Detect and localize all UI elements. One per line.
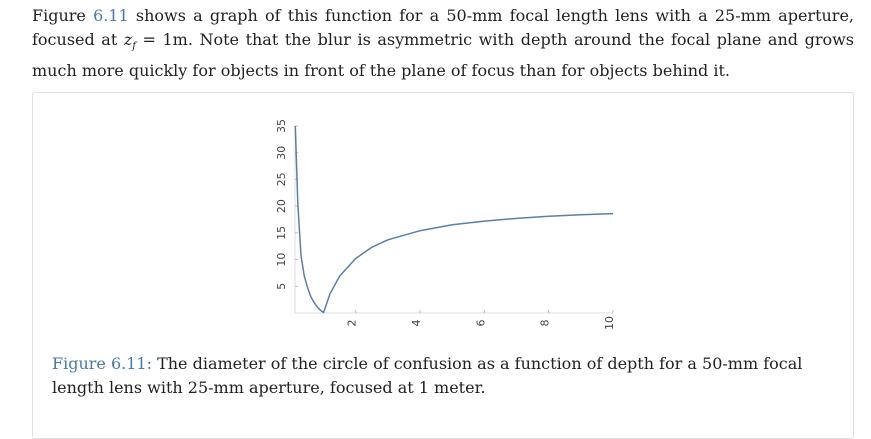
x-tick: 6	[474, 310, 487, 327]
x-tick: 8	[539, 310, 552, 327]
y-tick-label: 15	[275, 226, 288, 240]
y-tick: 10	[275, 253, 298, 267]
chart-axes	[294, 126, 613, 314]
body-paragraph: Figure 6.11 shows a graph of this functi…	[32, 4, 854, 83]
caption-label: Figure 6.11:	[52, 354, 152, 373]
x-tick-label: 6	[474, 320, 487, 327]
chart-series	[294, 125, 614, 314]
x-tick: 2	[346, 310, 359, 327]
x-tick-label: 8	[539, 320, 552, 327]
math-value: = 1m	[135, 30, 188, 49]
para-text-3: . Note that the blur is asymmetric with …	[32, 30, 854, 81]
x-tick-label: 10	[603, 316, 616, 330]
y-tick: 5	[275, 283, 298, 290]
para-text-2: shows a graph of this function for a 50-…	[32, 6, 855, 49]
y-tick: 15	[275, 226, 298, 240]
figure-container: 5 10 15 20 25 30 35 2 4 6 8 10	[32, 92, 854, 439]
x-tick-label: 2	[346, 320, 359, 327]
series-line-0	[294, 125, 614, 314]
x-tick: 4	[410, 310, 423, 327]
blur-depth-chart: 5 10 15 20 25 30 35 2 4 6 8 10	[275, 119, 616, 330]
chart-ticks: 5 10 15 20 25 30 35 2 4 6 8 10	[275, 119, 616, 330]
x-tick-label: 4	[410, 320, 423, 327]
y-tick-label: 10	[275, 253, 288, 267]
para-text-1: Figure	[32, 6, 94, 25]
caption-text: The diameter of the circle of confusion …	[52, 354, 803, 397]
y-tick-label: 5	[275, 283, 288, 290]
y-tick-label: 20	[275, 199, 288, 213]
y-tick-label: 25	[275, 172, 288, 186]
y-tick-label: 30	[275, 146, 288, 160]
figure-reference-link[interactable]: 6.11	[93, 6, 129, 25]
math-variable: zf	[123, 30, 136, 53]
y-tick-label: 35	[275, 119, 288, 133]
figure-caption: Figure 6.11: The diameter of the circle …	[52, 352, 832, 400]
x-tick: 10	[603, 310, 616, 330]
